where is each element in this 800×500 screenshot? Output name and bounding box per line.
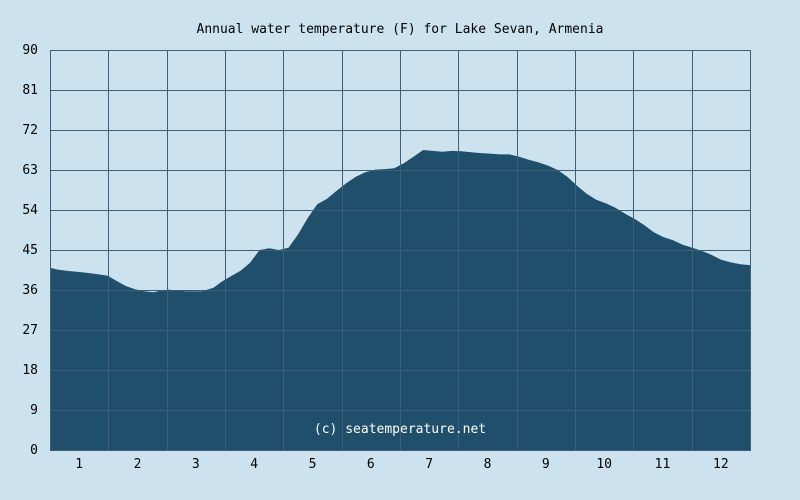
x-tick-label: 4 [250, 457, 258, 472]
credit-label: (c) seatemperature.net [314, 422, 486, 437]
y-tick-label: 45 [22, 243, 38, 258]
y-axis: 0 9 18 27 36 45 54 63 72 81 90 [22, 43, 38, 458]
chart-title: Annual water temperature (F) for Lake Se… [197, 22, 604, 37]
y-tick-label: 81 [22, 83, 38, 98]
x-tick-label: 5 [309, 457, 317, 472]
x-tick-label: 11 [655, 457, 671, 472]
y-tick-label: 54 [22, 203, 38, 218]
y-tick-label: 36 [22, 283, 38, 298]
x-tick-label: 2 [134, 457, 142, 472]
x-tick-label: 6 [367, 457, 375, 472]
y-tick-label: 9 [30, 403, 38, 418]
x-tick-label: 8 [484, 457, 492, 472]
y-tick-label: 0 [30, 443, 38, 458]
x-tick-label: 7 [425, 457, 433, 472]
y-tick-label: 27 [22, 323, 38, 338]
grid-layer [50, 50, 750, 450]
x-axis: 1 2 3 4 5 6 7 8 9 10 11 12 [75, 457, 728, 472]
plot-border [50, 50, 751, 451]
y-tick-label: 72 [22, 123, 38, 138]
x-tick-label: 3 [192, 457, 200, 472]
y-tick-label: 18 [22, 363, 38, 378]
x-tick-label: 9 [542, 457, 550, 472]
y-tick-label: 63 [22, 163, 38, 178]
x-tick-label: 12 [713, 457, 729, 472]
x-tick-label: 10 [596, 457, 612, 472]
x-tick-label: 1 [75, 457, 83, 472]
y-tick-label: 90 [22, 43, 38, 58]
